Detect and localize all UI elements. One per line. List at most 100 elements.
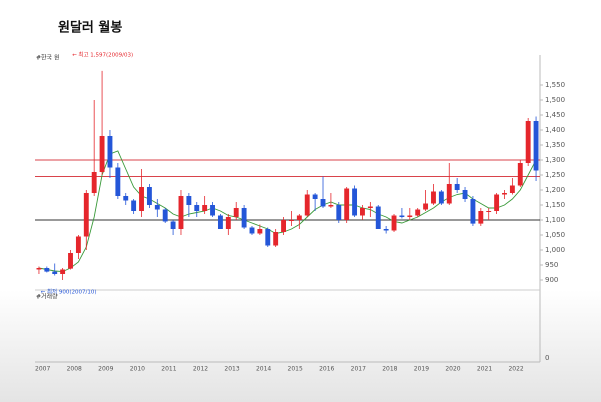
candle-body bbox=[139, 187, 144, 211]
candle-body bbox=[44, 268, 50, 272]
candle-body bbox=[170, 221, 176, 229]
candle-body bbox=[273, 232, 279, 246]
candle-body bbox=[249, 227, 255, 234]
y-tick-label: 1,200 bbox=[545, 186, 565, 194]
candle-body bbox=[225, 217, 231, 229]
y-tick-label: 1,550 bbox=[545, 81, 565, 89]
x-tick-label: 2010 bbox=[130, 366, 145, 373]
candle-body bbox=[154, 205, 160, 210]
candle-body bbox=[288, 220, 294, 221]
candle-body bbox=[186, 196, 192, 205]
candle-body bbox=[360, 208, 365, 216]
y-tick-label: 1,300 bbox=[545, 156, 565, 164]
candle-body bbox=[281, 220, 287, 232]
candle-body bbox=[446, 184, 452, 204]
candle-body bbox=[115, 167, 121, 196]
candle-body bbox=[233, 208, 239, 217]
candle-body bbox=[60, 269, 66, 274]
candle-body bbox=[367, 206, 373, 208]
candle-body bbox=[265, 229, 271, 246]
candle-body bbox=[312, 194, 318, 199]
y-tick-label: 1,250 bbox=[545, 171, 565, 179]
background-shade bbox=[0, 290, 601, 402]
candle-body bbox=[304, 194, 310, 216]
moving-average-line bbox=[38, 150, 537, 273]
chart-title: 원달러 월봉 bbox=[58, 20, 122, 36]
candle-body bbox=[83, 193, 89, 237]
x-tick-label: 2009 bbox=[98, 366, 113, 373]
candle-body bbox=[131, 200, 137, 211]
candle-body bbox=[99, 136, 105, 172]
candle-body bbox=[75, 236, 81, 253]
candle-body bbox=[241, 208, 247, 228]
candle-body bbox=[123, 196, 129, 201]
candle-body bbox=[415, 209, 421, 216]
x-tick-label: 2007 bbox=[35, 366, 50, 373]
x-tick-label: 2012 bbox=[193, 366, 208, 373]
candle-body bbox=[210, 205, 215, 216]
x-tick-label: 2013 bbox=[224, 366, 239, 373]
candle-body bbox=[407, 215, 413, 217]
x-tick-label: 2011 bbox=[161, 366, 176, 373]
candle-body bbox=[320, 199, 326, 207]
volume-zero: 0 bbox=[545, 354, 549, 362]
candle-body bbox=[107, 136, 113, 168]
candle-body bbox=[470, 199, 476, 224]
candle-body bbox=[431, 191, 436, 204]
candle-body bbox=[391, 215, 397, 231]
candle-body bbox=[344, 188, 350, 220]
candle-body bbox=[486, 211, 492, 212]
x-tick-label: 2020 bbox=[445, 366, 460, 373]
candle-body bbox=[296, 215, 302, 220]
candle-body bbox=[383, 229, 389, 231]
y-tick-label: 1,100 bbox=[545, 216, 565, 224]
candle-body bbox=[462, 190, 468, 199]
candle-body bbox=[336, 205, 342, 220]
x-tick-label: 2014 bbox=[256, 366, 271, 373]
candle-body bbox=[36, 268, 42, 270]
y-tick-label: 1,150 bbox=[545, 201, 565, 209]
candle-body bbox=[178, 196, 184, 229]
candle-body bbox=[162, 209, 168, 222]
candle-body bbox=[202, 205, 208, 211]
candle-body bbox=[91, 172, 97, 193]
candle-body bbox=[533, 121, 539, 171]
x-tick-label: 2015 bbox=[288, 366, 303, 373]
candle-body bbox=[352, 188, 358, 216]
candle-body bbox=[328, 205, 334, 207]
x-tick-label: 2021 bbox=[477, 366, 492, 373]
candle-body bbox=[454, 184, 460, 190]
candle-body bbox=[525, 121, 531, 163]
y-tick-label: 1,000 bbox=[545, 246, 565, 254]
candle-body bbox=[494, 194, 500, 211]
annotation: ← 최고 1,597(2009/03) bbox=[72, 50, 133, 58]
candle-body bbox=[423, 203, 429, 210]
x-tick-label: 2017 bbox=[351, 366, 366, 373]
y-tick-label: 1,450 bbox=[545, 111, 565, 119]
candle-body bbox=[438, 191, 444, 204]
candle-body bbox=[257, 229, 263, 234]
volume-label: #거래량 bbox=[36, 293, 58, 301]
x-tick-label: 2016 bbox=[319, 366, 334, 373]
x-tick-label: 2008 bbox=[67, 366, 82, 373]
y-tick-label: 1,500 bbox=[545, 96, 565, 104]
candle-body bbox=[399, 215, 405, 217]
candle-body bbox=[502, 193, 507, 195]
y-tick-label: 1,400 bbox=[545, 126, 565, 134]
legend-label: #한국 원 bbox=[36, 54, 60, 62]
candle-body bbox=[68, 253, 73, 269]
candle-body bbox=[478, 211, 484, 224]
candle-body bbox=[52, 271, 58, 274]
annotation: ← 최저 900(2007/10) bbox=[41, 288, 97, 296]
y-tick-label: 900 bbox=[545, 276, 558, 284]
candle-body bbox=[194, 205, 200, 211]
candle-body bbox=[375, 206, 381, 229]
y-tick-label: 1,050 bbox=[545, 231, 565, 239]
y-tick-label: 1,350 bbox=[545, 141, 565, 149]
candle-body bbox=[146, 187, 152, 205]
candle-body bbox=[509, 185, 515, 193]
x-tick-label: 2018 bbox=[382, 366, 397, 373]
y-tick-label: 950 bbox=[545, 261, 558, 269]
